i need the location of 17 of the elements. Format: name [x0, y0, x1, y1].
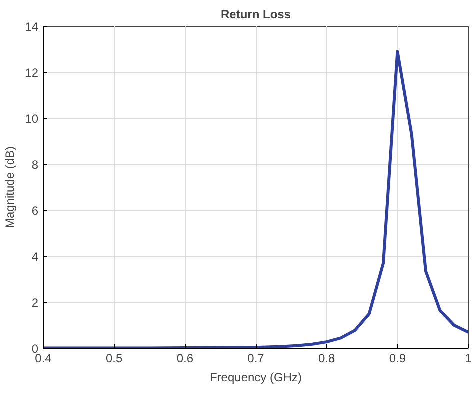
y-tick-label: 8	[32, 158, 39, 172]
x-tick-label: 0.9	[389, 352, 406, 366]
y-tick-label: 10	[25, 112, 39, 126]
x-tick-label: 1	[465, 352, 472, 366]
y-tick-label: 6	[32, 204, 39, 218]
x-tick-label: 0.5	[106, 352, 123, 366]
y-tick-label: 14	[25, 20, 39, 34]
x-tick-label: 0.8	[318, 352, 336, 366]
x-axis-title: Frequency (GHz)	[210, 370, 302, 384]
y-tick-label: 4	[32, 250, 39, 264]
chart-title: Return Loss	[220, 8, 292, 22]
y-tick-label: 2	[32, 296, 39, 310]
x-tick-label: 0.7	[248, 352, 265, 366]
y-tick-label: 12	[25, 66, 39, 80]
x-tick-label: 0.4	[35, 352, 52, 366]
y-axis-title: Magnitude (dB)	[3, 146, 18, 229]
x-tick-label: 0.6	[176, 352, 194, 366]
